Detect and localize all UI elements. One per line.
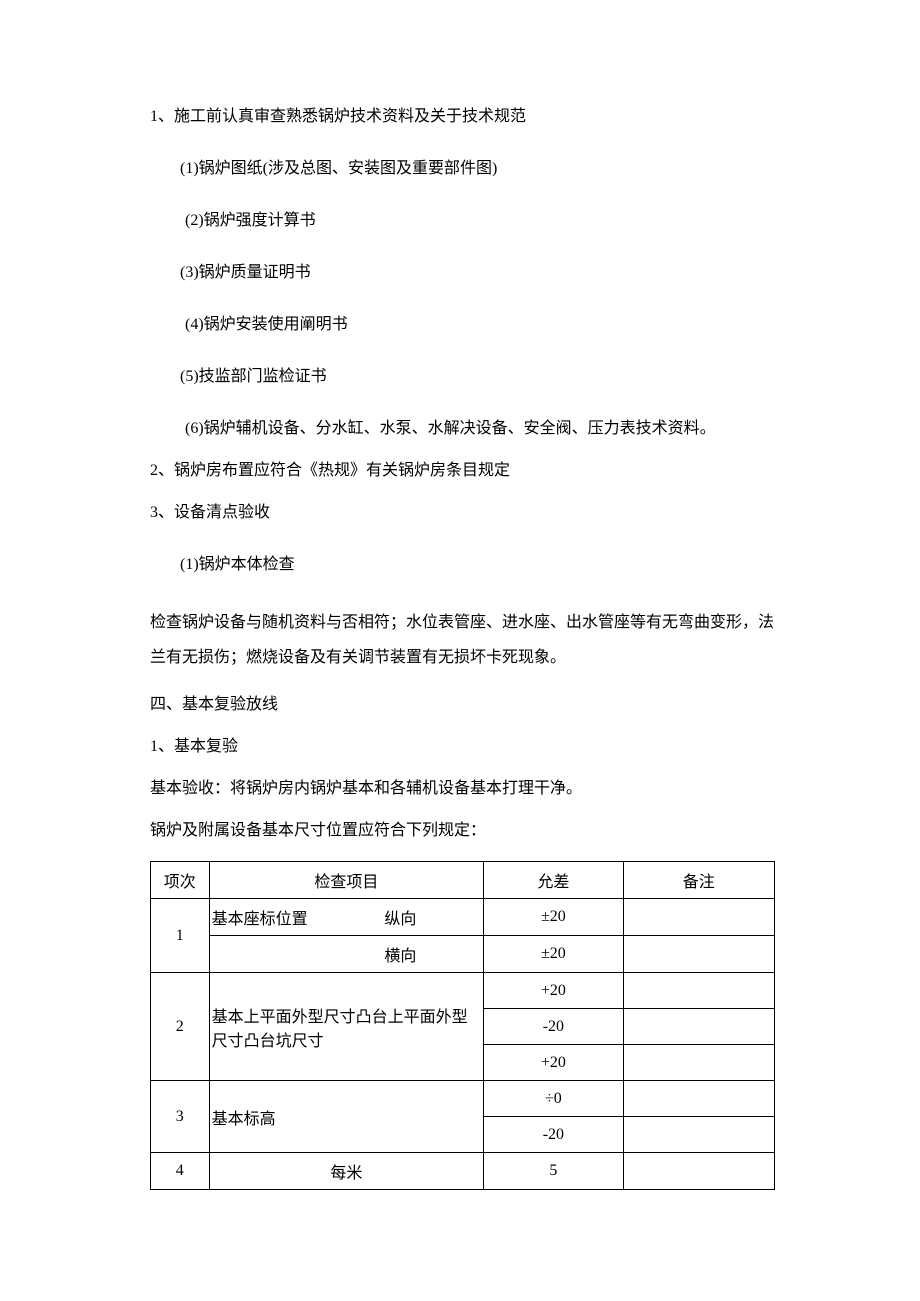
table-row: 横向 ±20 — [151, 936, 775, 973]
cell-tol: +20 — [484, 973, 623, 1009]
cell-num: 4 — [151, 1153, 210, 1190]
cell-tol: -20 — [484, 1009, 623, 1045]
cell-tol: ÷0 — [484, 1081, 623, 1117]
table-row: 4 每米 5 — [151, 1153, 775, 1190]
cell-note — [623, 1117, 774, 1153]
paragraph-7: (6)锅炉辅机设备、分水缸、水泵、水解决设备、安全阀、压力表技术资料。 — [150, 417, 775, 441]
header-note: 备注 — [623, 862, 774, 899]
cell-num: 2 — [151, 973, 210, 1081]
paragraph-9: 3、设备清点验收 — [150, 501, 775, 525]
cell-sub1: 纵向 — [322, 905, 480, 929]
cell-tol: ±20 — [484, 899, 623, 936]
cell-note — [623, 973, 774, 1009]
cell-note — [623, 1153, 774, 1190]
cell-note — [623, 1009, 774, 1045]
cell-item: 基本上平面外型尺寸凸台上平面外型尺寸凸台坑尺寸 — [209, 973, 484, 1081]
cell-item: 横向 — [209, 936, 484, 973]
cell-note — [623, 936, 774, 973]
cell-note — [623, 1045, 774, 1081]
table-row: 1 基本座标位置纵向 ±20 — [151, 899, 775, 936]
paragraph-1: 1、施工前认真审查熟悉锅炉技术资料及关于技术规范 — [150, 105, 775, 129]
paragraph-15: 锅炉及附属设备基本尺寸位置应符合下列规定： — [150, 819, 775, 843]
paragraph-11: 检查锅炉设备与随机资料与否相符；水位表管座、进水座、出水管座等有无弯曲变形，法兰… — [150, 605, 775, 675]
paragraph-2: (1)锅炉图纸(涉及总图、安装图及重要部件图) — [150, 157, 775, 181]
cell-sub2: 横向 — [322, 942, 480, 966]
paragraph-6: (5)技监部门监检证书 — [150, 365, 775, 389]
table-header-row: 项次 检查项目 允差 备注 — [151, 862, 775, 899]
paragraph-13: 1、基本复验 — [150, 735, 775, 759]
table-row: 2 基本上平面外型尺寸凸台上平面外型尺寸凸台坑尺寸 +20 — [151, 973, 775, 1009]
cell-item: 基本标高 — [209, 1081, 484, 1153]
cell-item: 基本座标位置纵向 — [209, 899, 484, 936]
paragraph-8: 2、锅炉房布置应符合《热规》有关锅炉房条目规定 — [150, 459, 775, 483]
paragraph-5: (4)锅炉安装使用阐明书 — [150, 313, 775, 337]
header-tol: 允差 — [484, 862, 623, 899]
cell-item-label: 基本座标位置 — [212, 905, 322, 929]
cell-tol: 5 — [484, 1153, 623, 1190]
paragraph-4: (3)锅炉质量证明书 — [150, 261, 775, 285]
paragraph-3: (2)锅炉强度计算书 — [150, 209, 775, 233]
paragraph-14: 基本验收：将锅炉房内锅炉基本和各辅机设备基本打理干净。 — [150, 777, 775, 801]
paragraph-10: (1)锅炉本体检查 — [150, 553, 775, 577]
table-row: 3 基本标高 ÷0 — [151, 1081, 775, 1117]
cell-num: 1 — [151, 899, 210, 973]
cell-note — [623, 899, 774, 936]
cell-tol: -20 — [484, 1117, 623, 1153]
cell-tol: +20 — [484, 1045, 623, 1081]
paragraph-12: 四、基本复验放线 — [150, 693, 775, 717]
cell-num: 3 — [151, 1081, 210, 1153]
tolerance-table: 项次 检查项目 允差 备注 1 基本座标位置纵向 ±20 横向 ±20 2 基本… — [150, 861, 775, 1190]
cell-note — [623, 1081, 774, 1117]
header-num: 项次 — [151, 862, 210, 899]
cell-item: 每米 — [209, 1153, 484, 1190]
cell-tol: ±20 — [484, 936, 623, 973]
header-item: 检查项目 — [209, 862, 484, 899]
